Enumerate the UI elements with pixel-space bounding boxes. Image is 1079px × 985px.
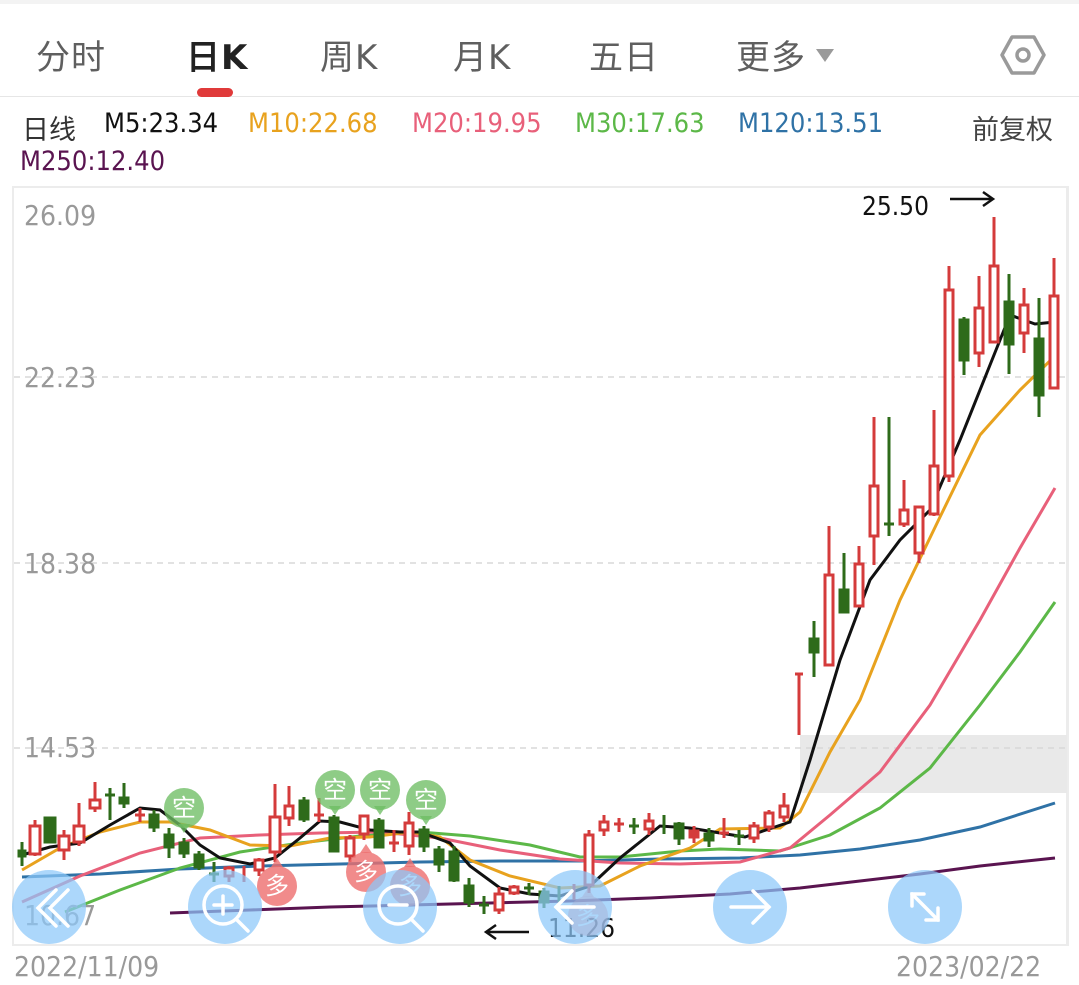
scroll-left-button[interactable] bbox=[538, 870, 612, 944]
fullscreen-button[interactable] bbox=[888, 870, 962, 944]
kline-chart-frame[interactable] bbox=[12, 186, 1069, 946]
settings-hexagon-icon[interactable] bbox=[1000, 32, 1046, 78]
double-chevron-left-icon bbox=[35, 888, 70, 928]
top-strip bbox=[0, 0, 1079, 4]
legend-m30: M30:17.63 bbox=[575, 108, 705, 139]
zoom-in-icon bbox=[202, 884, 250, 933]
x-end-date: 2023/02/22 bbox=[896, 950, 1042, 983]
y-tick-4: 14.53 bbox=[24, 731, 97, 764]
y-tick-2: 22.23 bbox=[24, 361, 97, 394]
tab-monthly-k[interactable]: 月K bbox=[453, 38, 512, 78]
signal-long-badge[interactable]: 多 bbox=[257, 858, 297, 906]
zoom-out-button[interactable] bbox=[363, 870, 437, 944]
grid-lines bbox=[14, 376, 1066, 749]
zoom-out-icon bbox=[377, 884, 425, 933]
tab-intraday[interactable]: 分时 bbox=[36, 38, 106, 78]
legend-m120: M120:13.51 bbox=[738, 108, 884, 139]
max-arrow-icon bbox=[950, 190, 996, 208]
tab-weekly-k[interactable]: 周K bbox=[320, 38, 379, 78]
ma-legend: 日线 M5:23.34 M10:22.68 M20:19.95 M30:17.6… bbox=[0, 100, 1079, 182]
scroll-left-fast-button[interactable] bbox=[12, 870, 86, 944]
signal-short-badge[interactable]: 空 bbox=[164, 788, 204, 833]
tab-daily-k[interactable]: 日K bbox=[186, 38, 249, 78]
legend-m5: M5:23.34 bbox=[104, 108, 219, 139]
adjust-mode[interactable]: 前复权 bbox=[972, 115, 1053, 146]
min-arrow-icon bbox=[483, 923, 529, 941]
legend-m250: M250:12.40 bbox=[20, 146, 166, 177]
scroll-right-button[interactable] bbox=[713, 870, 787, 944]
legend-m20: M20:19.95 bbox=[412, 108, 542, 139]
tab-five-day[interactable]: 五日 bbox=[589, 38, 659, 78]
legend-m10: M10:22.68 bbox=[248, 108, 378, 139]
arrow-right-icon bbox=[729, 889, 772, 925]
y-tick-3: 18.38 bbox=[24, 547, 97, 580]
signal-short-badge[interactable]: 空 bbox=[406, 780, 446, 825]
tab-more[interactable]: 更多 bbox=[736, 30, 834, 79]
expand-icon bbox=[910, 892, 940, 922]
arrow-left-icon bbox=[553, 889, 596, 925]
period-tabs: 分时 日K 周K 月K 五日 更多 bbox=[0, 4, 1079, 97]
signal-short-badge[interactable]: 空 bbox=[360, 770, 400, 815]
x-start-date: 2022/11/09 bbox=[14, 950, 160, 983]
legend-period: 日线 bbox=[22, 115, 76, 146]
tab-more-label: 更多 bbox=[736, 38, 806, 78]
y-tick-top: 26.09 bbox=[24, 199, 97, 232]
zoom-in-button[interactable] bbox=[188, 870, 262, 944]
ma20-line bbox=[21, 487, 1057, 904]
caret-down-icon bbox=[816, 49, 834, 62]
ma30-line bbox=[64, 601, 1057, 914]
active-tab-indicator bbox=[197, 88, 233, 97]
signal-short-badge[interactable]: 空 bbox=[315, 770, 355, 815]
max-price-label: 25.50 bbox=[862, 192, 929, 222]
